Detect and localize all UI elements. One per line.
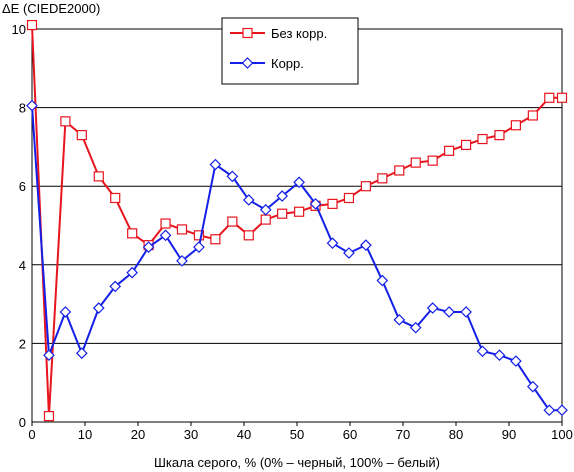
legend-label-no-correction: Без корр. <box>271 26 327 41</box>
data-point-correction <box>543 404 556 417</box>
data-point-correction <box>142 241 155 253</box>
series-line-correction <box>31 105 562 412</box>
legend-marker-no-correction <box>242 27 253 39</box>
data-point-no-correction <box>327 198 338 209</box>
data-point-correction <box>360 239 372 251</box>
data-point-correction <box>259 203 272 216</box>
data-point-no-correction <box>60 116 71 127</box>
x-tick-label: 10 <box>78 427 92 442</box>
data-point-correction <box>43 349 55 362</box>
plot-area <box>31 28 563 423</box>
data-point-correction <box>443 306 455 318</box>
data-point-correction <box>393 313 406 326</box>
legend: Без корр. Корр. <box>221 17 359 85</box>
data-point-no-correction <box>394 165 405 176</box>
data-point-no-correction <box>160 218 171 229</box>
data-point-no-correction <box>377 173 388 184</box>
data-point-no-correction <box>176 224 188 235</box>
data-point-no-correction <box>277 208 288 219</box>
data-point-correction <box>209 158 222 171</box>
data-point-correction <box>26 99 38 112</box>
data-point-no-correction <box>427 155 438 166</box>
x-axis: 0 10 20 30 40 50 60 70 80 90 100 <box>28 422 573 442</box>
data-point-correction <box>59 306 72 318</box>
data-point-correction <box>309 198 322 210</box>
data-point-correction <box>326 237 339 250</box>
x-tick-label: 0 <box>28 427 35 442</box>
data-point-correction <box>193 241 205 253</box>
data-point-correction <box>293 176 305 189</box>
x-tick-label: 100 <box>551 427 573 442</box>
data-point-no-correction <box>343 192 355 204</box>
y-tick-label: 6 <box>19 179 26 194</box>
data-point-no-correction <box>544 92 555 103</box>
y-axis: 0 2 4 6 8 10 <box>12 22 26 430</box>
data-point-no-correction <box>360 181 371 192</box>
data-point-no-correction <box>510 120 521 131</box>
data-point-correction <box>343 247 355 259</box>
x-tick-label: 30 <box>184 427 198 442</box>
data-point-no-correction <box>227 216 238 227</box>
data-point-correction <box>276 190 289 202</box>
data-point-no-correction <box>494 130 505 141</box>
data-point-correction <box>510 355 522 367</box>
y-tick-label: 4 <box>19 258 26 273</box>
data-point-correction <box>556 404 568 417</box>
x-tick-label: 20 <box>131 427 145 442</box>
data-point-no-correction <box>294 206 305 217</box>
data-point-correction <box>92 302 105 314</box>
data-point-no-correction <box>460 139 472 151</box>
x-tick-label: 60 <box>343 427 357 442</box>
y-tick-label: 8 <box>19 101 26 116</box>
legend-label-correction: Корр. <box>271 56 304 71</box>
data-point-no-correction <box>76 130 87 141</box>
data-point-correction <box>527 380 539 393</box>
data-point-correction <box>159 229 172 242</box>
data-point-no-correction <box>110 192 121 204</box>
x-axis-label: Шкала серого, % (0% – черный, 100% – бел… <box>154 455 440 470</box>
data-point-no-correction <box>444 145 455 156</box>
data-point-no-correction <box>477 133 488 145</box>
series-correction <box>26 99 568 417</box>
data-point-correction <box>493 349 506 362</box>
data-point-correction <box>426 302 439 314</box>
data-point-no-correction <box>43 411 55 422</box>
x-tick-label: 90 <box>502 427 516 442</box>
data-point-correction <box>460 306 472 318</box>
data-point-no-correction <box>410 157 421 168</box>
legend-marker-correction <box>241 57 254 69</box>
series-group <box>26 19 568 422</box>
data-point-no-correction <box>260 214 271 225</box>
x-tick-label: 80 <box>449 427 463 442</box>
data-point-correction <box>409 321 422 334</box>
data-point-correction <box>476 345 489 358</box>
data-point-no-correction <box>26 19 38 31</box>
x-tick-label: 70 <box>396 427 410 442</box>
data-point-correction <box>176 255 188 267</box>
x-tick-label: 40 <box>237 427 251 442</box>
data-point-correction <box>242 194 255 206</box>
data-point-no-correction <box>556 92 568 103</box>
series-no-correction <box>26 19 568 422</box>
data-point-correction <box>126 266 139 279</box>
y-tick-label: 0 <box>19 415 26 430</box>
data-point-correction <box>109 280 122 293</box>
y-tick-label: 10 <box>12 22 26 37</box>
data-point-no-correction <box>127 228 138 239</box>
x-tick-label: 50 <box>290 427 304 442</box>
data-point-no-correction <box>93 171 104 182</box>
data-point-no-correction <box>193 230 205 241</box>
data-point-no-correction <box>210 234 221 245</box>
y-tick-label: 2 <box>19 336 26 351</box>
grid <box>32 107 562 344</box>
chart-title: ΔE (CIEDE2000) <box>2 1 100 16</box>
data-point-no-correction <box>243 230 254 241</box>
data-point-correction <box>376 274 389 287</box>
data-point-correction <box>226 170 239 183</box>
data-point-no-correction <box>527 110 538 121</box>
data-point-correction <box>75 347 88 360</box>
